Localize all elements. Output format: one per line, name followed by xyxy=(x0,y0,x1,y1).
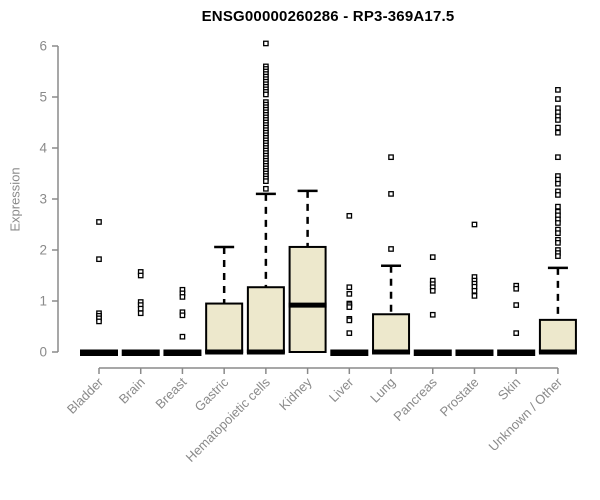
outlier-point xyxy=(388,246,394,252)
outlier-point xyxy=(429,287,436,294)
outlier-point xyxy=(96,219,102,225)
outlier-point xyxy=(179,333,186,340)
outlier-point xyxy=(555,203,561,210)
outlier-point xyxy=(555,253,561,259)
outlier-point xyxy=(346,330,353,336)
outlier-point xyxy=(346,304,353,310)
outlier-point xyxy=(555,129,561,136)
outlier-point xyxy=(555,87,561,93)
box-Unknown / Other xyxy=(538,318,577,353)
x-tick-label: Breast xyxy=(152,374,189,411)
outlier-point xyxy=(388,154,394,161)
x-tick-label: Kidney xyxy=(276,374,315,413)
outlier-point xyxy=(263,91,269,98)
outlier-point xyxy=(555,117,561,123)
x-tick-label: Gastric xyxy=(192,374,232,414)
box-Hematopoietic cells xyxy=(246,286,285,354)
outlier-point xyxy=(263,185,269,192)
y-tick-label: 2 xyxy=(39,243,47,258)
outlier-point xyxy=(555,230,561,237)
outlier-point xyxy=(471,221,478,228)
outlier-point xyxy=(471,293,478,299)
outlier-point xyxy=(388,191,394,197)
x-tick-label: Bladder xyxy=(64,374,107,417)
x-tick-label: Pancreas xyxy=(390,374,440,424)
x-tick-label: Brain xyxy=(116,375,148,407)
x-tick-label: Skin xyxy=(495,375,523,403)
flat-box-Prostate xyxy=(455,349,494,356)
outlier-point xyxy=(555,96,561,102)
box-Lung xyxy=(372,313,411,354)
outlier-point xyxy=(346,212,353,219)
outlier-point xyxy=(346,291,353,297)
x-tick-label: Liver xyxy=(326,374,357,405)
outlier-point xyxy=(429,311,436,318)
flat-box-Bladder xyxy=(80,349,118,356)
flat-box-Brain xyxy=(121,349,160,356)
flat-box-Skin xyxy=(497,349,536,356)
y-tick-label: 3 xyxy=(39,192,47,207)
outlier-point xyxy=(555,154,561,161)
y-tick-label: 4 xyxy=(39,141,47,156)
outlier-point xyxy=(346,317,353,324)
outlier-point xyxy=(137,305,144,312)
outlier-point xyxy=(555,192,561,198)
outlier-point xyxy=(137,310,144,317)
x-tick-label: Unknown / Other xyxy=(485,374,565,454)
outlier-point xyxy=(555,124,561,131)
outlier-point xyxy=(179,294,186,300)
outlier-point xyxy=(96,318,102,325)
box-Kidney xyxy=(288,245,327,353)
flat-box-Liver xyxy=(330,349,369,356)
outlier-point xyxy=(513,330,520,336)
outlier-point xyxy=(346,284,353,291)
flat-box-Pancreas xyxy=(413,349,452,356)
outlier-point xyxy=(555,240,561,246)
outlier-point xyxy=(263,40,269,47)
outlier-point xyxy=(263,178,269,184)
outlier-point xyxy=(96,256,102,263)
outlier-point xyxy=(555,180,561,187)
outlier-point xyxy=(513,302,520,308)
y-tick-label: 6 xyxy=(39,39,47,54)
y-tick-label: 5 xyxy=(39,90,47,105)
outlier-point xyxy=(429,254,436,260)
x-tick-label: Lung xyxy=(367,375,398,406)
flat-box-Breast xyxy=(163,349,202,356)
x-tick-label: Prostate xyxy=(437,375,482,420)
chart-title: ENSG00000260286 - RP3-369A17.5 xyxy=(201,8,455,25)
outlier-point xyxy=(471,287,478,294)
y-tick-label: 1 xyxy=(39,294,47,309)
box-Gastric xyxy=(205,302,244,353)
outlier-point xyxy=(513,285,520,292)
outlier-point xyxy=(555,220,561,226)
y-tick-label: 0 xyxy=(39,345,47,360)
outlier-point xyxy=(179,312,186,319)
outlier-point xyxy=(137,272,144,279)
